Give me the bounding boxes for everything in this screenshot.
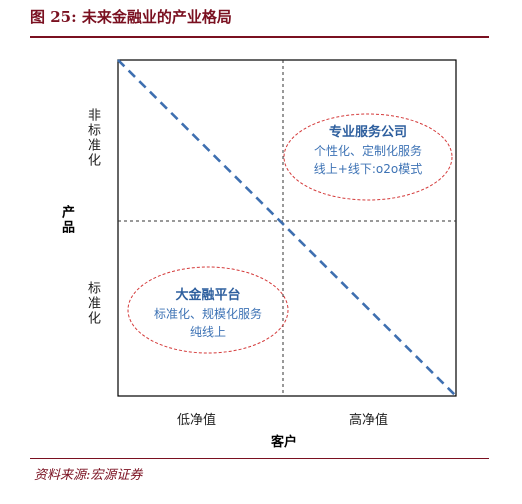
ellipse-top-right xyxy=(283,113,453,201)
plot-frame xyxy=(117,59,457,397)
y-tick-standard: 标准化 xyxy=(85,281,100,326)
big-finance-platform-title: 大金融平台 xyxy=(175,288,241,303)
y-tick-nonstandard: 非标准化 xyxy=(85,108,100,168)
quadrant-top-right-text: 专业服务公司 个性化、定制化服务 线上+线下:o2o模式 xyxy=(288,124,448,178)
professional-service-line2: 线上+线下:o2o模式 xyxy=(313,162,423,176)
source-rule xyxy=(30,458,489,459)
title-rule xyxy=(30,36,489,38)
ellipse-bottom-left xyxy=(127,266,289,354)
professional-service-line1: 个性化、定制化服务 xyxy=(313,144,422,158)
diagonal-trend-line xyxy=(117,59,457,397)
big-finance-platform-line2: 纯线上 xyxy=(189,325,226,339)
professional-service-title: 专业服务公司 xyxy=(328,125,407,140)
x-tick-high-net-worth: 高净值 xyxy=(349,413,389,428)
big-finance-platform-line1: 标准化、规模化服务 xyxy=(153,307,262,321)
x-axis-label: 客户 xyxy=(271,435,298,450)
x-tick-low-net-worth: 低净值 xyxy=(177,413,217,428)
quadrant-bottom-left-text: 大金融平台 标准化、规模化服务 纯线上 xyxy=(128,287,288,341)
figure-title: 图 25: 未来金融业的产业格局 xyxy=(30,8,232,26)
source-note: 资料来源:宏源证券 xyxy=(34,468,143,483)
y-axis-label: 产品 xyxy=(59,205,74,235)
